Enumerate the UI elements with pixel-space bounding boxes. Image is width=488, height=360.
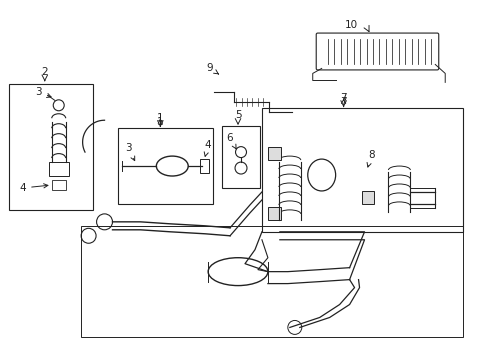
Text: 4: 4: [204, 140, 211, 156]
Bar: [267, 207, 280, 220]
Text: 9: 9: [206, 63, 218, 74]
Text: 1: 1: [157, 117, 163, 127]
Text: 1: 1: [157, 113, 163, 123]
Bar: [262, 108, 462, 232]
Bar: [49, 162, 68, 176]
Text: 2: 2: [41, 67, 48, 77]
Bar: [361, 191, 374, 204]
Bar: [267, 147, 280, 160]
Text: 10: 10: [345, 19, 357, 30]
Text: 8: 8: [366, 150, 374, 167]
Bar: [222, 126, 260, 188]
Bar: [52, 180, 65, 190]
Text: 7: 7: [340, 97, 346, 107]
Text: 3: 3: [125, 143, 134, 161]
Bar: [9, 84, 92, 210]
Text: 7: 7: [340, 93, 346, 103]
Text: 3: 3: [36, 87, 51, 98]
Text: 4: 4: [20, 183, 48, 193]
Bar: [118, 128, 213, 204]
Bar: [200, 159, 209, 173]
Bar: [81, 226, 462, 337]
Text: 5: 5: [234, 110, 241, 120]
Text: 6: 6: [226, 133, 236, 149]
